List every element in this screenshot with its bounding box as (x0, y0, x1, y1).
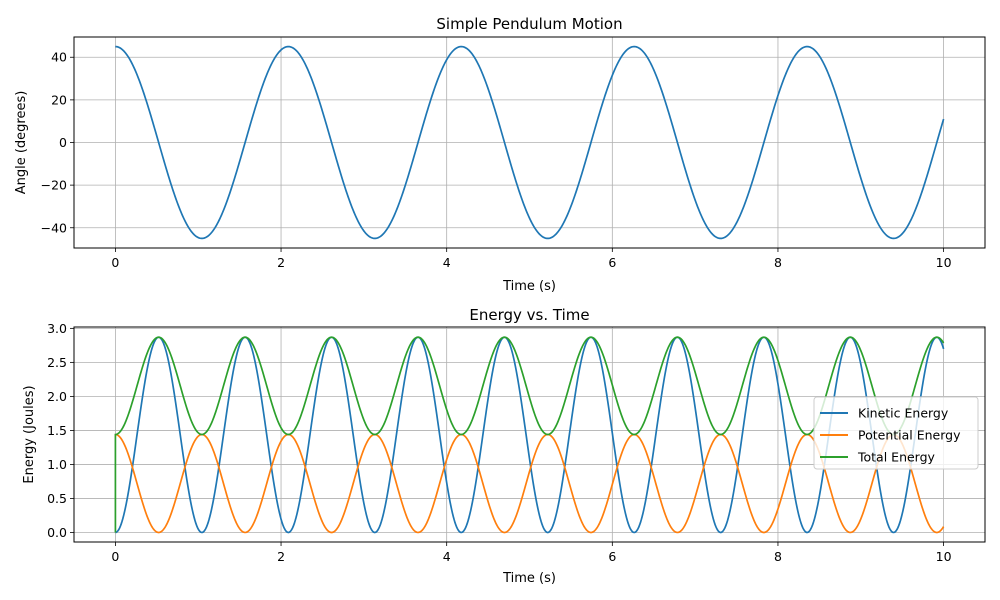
chart1-title: Energy vs. Time (469, 306, 589, 324)
y-tick-label: 3.0 (47, 321, 67, 336)
x-tick-label: 2 (277, 549, 285, 564)
chart1-lines (114, 336, 945, 534)
x-tick-label: 8 (774, 255, 782, 270)
y-tick-label: 0 (59, 135, 67, 150)
x-tick-label: 8 (774, 549, 782, 564)
y-tick-label: −40 (41, 220, 67, 235)
y-tick-label: 2.5 (47, 355, 67, 370)
chart0-title: Simple Pendulum Motion (436, 15, 622, 33)
chart0-y-axis-label: Angle (degrees) (14, 91, 29, 195)
chart0-lines (115, 45, 945, 240)
pendulum-angle-chart: 0 2 4 6 8 10 −40 −20 0 20 40 Simple Pendulum Moti… (14, 15, 986, 294)
legend-label-potential: Potential Energy (858, 428, 961, 443)
y-tick-label: 1.5 (47, 423, 67, 438)
chart1-y-axis-label: Energy (Joules) (22, 385, 37, 483)
legend-label-kinetic: Kinetic Energy (858, 406, 949, 421)
x-tick-label: 6 (608, 255, 616, 270)
chart0-x-axis-label: Time (s) (502, 279, 556, 294)
x-tick-label: 10 (936, 255, 952, 270)
y-tick-label: 20 (51, 92, 67, 107)
x-tick-label: 2 (277, 255, 285, 270)
x-tick-label: 6 (608, 549, 616, 564)
chart1-y-ticks: 0.0 0.5 1.0 1.5 2.0 2.5 3.0 (47, 321, 74, 540)
x-tick-label: 0 (111, 549, 119, 564)
y-tick-label: −20 (41, 178, 67, 193)
chart0-x-ticks: 0 2 4 6 8 10 (111, 248, 952, 270)
y-tick-label: 0.5 (47, 491, 67, 506)
x-tick-label: 4 (443, 255, 451, 270)
y-tick-label: 0.0 (47, 525, 67, 540)
energy-chart: 0 2 4 6 8 10 0.0 0.5 1.0 1.5 2.0 2.5 3.0 Energy vs.… (22, 306, 986, 586)
x-tick-label: 0 (111, 255, 119, 270)
y-tick-label: 2.0 (47, 389, 67, 404)
chart1-legend: Kinetic Energy Potential Energy Total En… (813, 396, 979, 470)
series-angle-line (115, 45, 945, 240)
y-tick-label: 1.0 (47, 457, 67, 472)
y-tick-label: 40 (51, 50, 67, 65)
legend-label-total: Total Energy (857, 450, 936, 465)
legend-box (813, 396, 979, 470)
x-tick-label: 4 (443, 549, 451, 564)
series-kinetic-energy-line (115, 336, 945, 534)
chart1-x-axis-label: Time (s) (502, 571, 556, 586)
x-tick-label: 10 (936, 549, 952, 564)
chart0-grid (74, 37, 985, 248)
chart1-axes-frame (73, 326, 986, 543)
chart0-y-ticks: −40 −20 0 20 40 (41, 50, 74, 235)
chart1-x-ticks: 0 2 4 6 8 10 (111, 542, 952, 564)
series-total-energy-line (114, 336, 945, 533)
